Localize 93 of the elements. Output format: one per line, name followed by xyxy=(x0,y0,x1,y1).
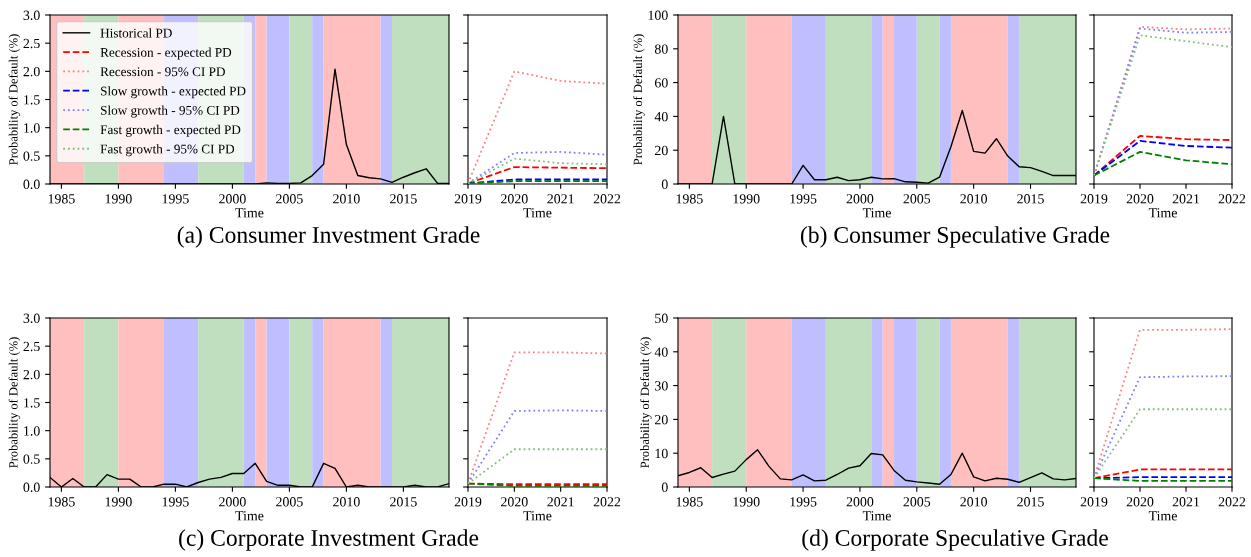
x-tick-label: 2015 xyxy=(1017,194,1044,204)
x-axis-title: Time xyxy=(862,208,891,218)
y-tick-label: 1.0 xyxy=(24,123,40,133)
y-tick-label: 20 xyxy=(655,414,668,425)
y-tick-label: 30 xyxy=(655,381,668,391)
x-tick-label: 1990 xyxy=(733,497,760,507)
x-tick-label: 2000 xyxy=(219,497,246,507)
legend-label: Slow growth - expected PD xyxy=(101,86,246,99)
y-tick-label: 1.0 xyxy=(24,426,40,436)
y-tick-label: 40 xyxy=(654,111,668,122)
x-axis-title: Time xyxy=(235,208,264,218)
y-tick-label: 0.5 xyxy=(23,151,40,161)
x-tick-label: 1995 xyxy=(162,497,189,507)
legend-label: Recession - expected PD xyxy=(100,47,232,60)
y-axis-title: Probability of Default (%) xyxy=(633,34,645,165)
y-tick-label: 2.5 xyxy=(23,38,40,49)
y-tick-label: 2.0 xyxy=(23,369,40,380)
y-tick-label: 40 xyxy=(654,347,668,357)
x-axis-title: Time xyxy=(523,511,552,521)
x-tick-label: 2005 xyxy=(903,497,931,507)
x-axis-title: Time xyxy=(862,511,891,521)
y-axis-title: Probability of Default (%) xyxy=(640,337,652,468)
x-tick-label: 2019 xyxy=(454,194,482,204)
legend-label: Recession - 95% CI PD xyxy=(100,67,225,77)
y-tick-label: 0 xyxy=(661,179,668,189)
x-tick-label: 2020 xyxy=(501,497,528,507)
y-tick-label: 100 xyxy=(648,10,668,20)
x-tick-label: 2015 xyxy=(390,194,417,204)
y-tick-label: 1.5 xyxy=(24,95,40,105)
y-axis-title: Probability of Default (%) xyxy=(8,337,21,468)
x-tick-label: 2022 xyxy=(1218,194,1246,204)
text: (d) Corporate Speculative Grade xyxy=(802,529,1108,551)
x-tick-label: 1990 xyxy=(105,497,132,507)
x-axis-title: Time xyxy=(1148,511,1177,521)
text: (c) Corporate Investment Grade xyxy=(179,529,479,551)
x-tick-label: 1990 xyxy=(733,194,760,204)
x-tick-label: 2015 xyxy=(390,497,417,507)
x-tick-label: 2005 xyxy=(903,194,931,204)
x-tick-label: 2000 xyxy=(846,497,874,507)
x-tick-label: 2019 xyxy=(1080,194,1108,204)
y-tick-label: 2.0 xyxy=(23,66,40,77)
x-tick-label: 2020 xyxy=(1126,497,1154,507)
y-tick-label: 80 xyxy=(654,44,668,54)
y-tick-label: 1.5 xyxy=(24,398,40,408)
legend-label: Slow growth - 95% CI PD xyxy=(101,105,240,118)
y-tick-label: 0.5 xyxy=(23,454,40,464)
text: (a) Consumer Investment Grade xyxy=(177,226,480,248)
legend-label: Historical PD xyxy=(100,28,172,38)
x-tick-label: 2022 xyxy=(593,497,621,507)
y-tick-label: 0.0 xyxy=(23,179,40,190)
x-tick-label: 2005 xyxy=(276,194,303,204)
x-tick-label: 1995 xyxy=(162,194,189,204)
x-tick-label: 2021 xyxy=(1172,497,1200,507)
x-tick-label: 2000 xyxy=(219,194,246,204)
x-tick-label: 2022 xyxy=(1218,497,1246,507)
y-axis-title: Probability of Default (%) xyxy=(8,34,21,165)
x-tick-label: 2005 xyxy=(276,497,303,507)
x-tick-label: 2015 xyxy=(1017,497,1044,507)
x-axis-title: Time xyxy=(523,208,552,218)
y-tick-label: 0 xyxy=(661,482,668,492)
y-tick-label: 3.0 xyxy=(23,313,40,324)
x-tick-label: 1985 xyxy=(676,497,703,507)
text: (b) Consumer Speculative Grade xyxy=(800,226,1110,248)
x-tick-label: 2019 xyxy=(454,497,482,507)
legend-label: Fast growth - 95% CI PD xyxy=(100,144,235,157)
x-tick-label: 1995 xyxy=(790,194,817,204)
x-tick-label: 2010 xyxy=(960,497,988,507)
legend-label: Fast growth - expected PD xyxy=(100,124,241,137)
x-tick-label: 2010 xyxy=(960,194,988,204)
y-tick-label: 50 xyxy=(655,313,668,323)
x-tick-label: 2010 xyxy=(333,497,360,507)
x-tick-label: 2021 xyxy=(1172,194,1200,204)
y-tick-label: 0.0 xyxy=(23,482,40,493)
x-tick-label: 2020 xyxy=(501,194,528,204)
x-tick-label: 1985 xyxy=(676,194,703,204)
y-tick-label: 10 xyxy=(655,448,668,459)
x-axis-title: Time xyxy=(235,511,264,521)
y-tick-label: 2.5 xyxy=(23,341,40,352)
y-tick-label: 60 xyxy=(654,78,668,88)
y-tick-label: 3.0 xyxy=(23,10,40,21)
x-tick-label: 2019 xyxy=(1080,497,1108,507)
x-tick-label: 1990 xyxy=(105,194,132,204)
x-tick-label: 1985 xyxy=(48,194,75,204)
x-tick-label: 2010 xyxy=(333,194,360,204)
x-tick-label: 2020 xyxy=(1126,194,1154,204)
x-tick-label: 1985 xyxy=(48,497,75,507)
x-tick-label: 2021 xyxy=(547,194,574,204)
x-tick-label: 2022 xyxy=(593,194,621,204)
x-tick-label: 1995 xyxy=(790,497,817,507)
y-tick-label: 20 xyxy=(655,145,668,156)
x-axis-title: Time xyxy=(1148,208,1177,218)
x-tick-label: 2021 xyxy=(547,497,574,507)
x-tick-label: 2000 xyxy=(846,194,874,204)
